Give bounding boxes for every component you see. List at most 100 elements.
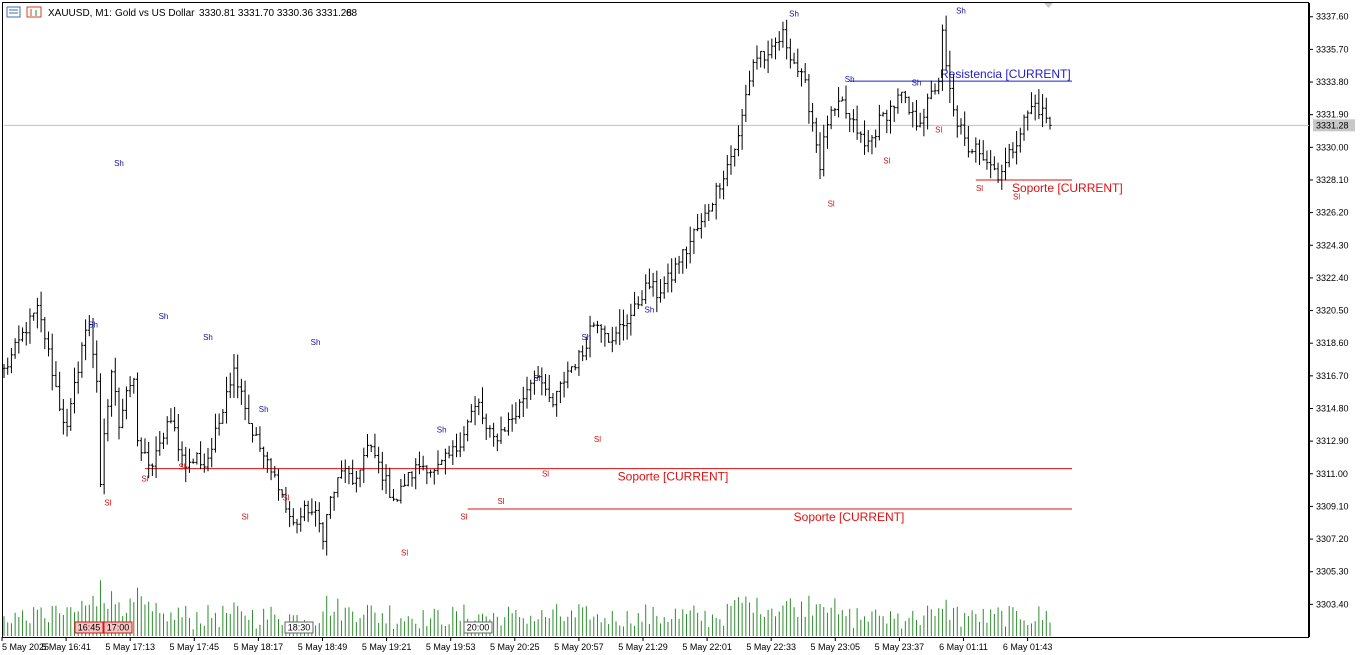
- ohlc-bar: [480, 387, 485, 425]
- ohlc-bar: [862, 120, 867, 155]
- ohlc-bar: [811, 103, 815, 132]
- ohlc-bar: [696, 214, 700, 232]
- ohlc-bar: [577, 350, 581, 376]
- symbol-description: Gold vs US Dollar: [115, 8, 195, 19]
- price-tick-label: 3320.50: [1316, 306, 1349, 316]
- swing-high-marker: Sh: [259, 405, 269, 414]
- time-tag-label: 20:00: [467, 623, 490, 633]
- ohlc-bar: [13, 338, 17, 359]
- swing-low-marker: Sl: [594, 435, 601, 444]
- ohlc-bar: [610, 326, 614, 353]
- bar-chart-icon[interactable]: [26, 6, 42, 18]
- ohlc-bar: [414, 458, 418, 490]
- ohlc-bar: [198, 441, 203, 470]
- ohlc-bar: [217, 413, 221, 436]
- ohlc-bar: [384, 464, 388, 494]
- ohlc-bar: [592, 322, 596, 328]
- ohlc-bar: [822, 124, 826, 177]
- swing-low-marker: Sl: [401, 548, 408, 557]
- ohlc-bar: [870, 135, 874, 155]
- ohlc-bar: [32, 312, 36, 321]
- ohlc-bar: [833, 107, 837, 116]
- ohlc-bar: [718, 183, 722, 199]
- ohlc-bar: [443, 448, 447, 475]
- ohlc-bar: [751, 59, 755, 87]
- ohlc-bar: [566, 361, 570, 389]
- ohlc-bar: [625, 314, 629, 340]
- ohlc-bar: [484, 413, 488, 440]
- time-tag-label: 18:30: [288, 623, 311, 633]
- ohlc-bar: [325, 514, 329, 556]
- ohlc-bar: [603, 325, 607, 347]
- ohlc-bar: [796, 48, 800, 77]
- ohlc-bar: [224, 376, 229, 424]
- ohlc-bar: [295, 518, 299, 534]
- ohlc-bar: [1026, 110, 1030, 131]
- ohlc-bar: [1044, 97, 1048, 124]
- ohlc-bar: [113, 357, 117, 406]
- ohlc-bar: [17, 325, 21, 354]
- time-tick-label: 6 May 01:43: [1003, 642, 1053, 652]
- price-tick-label: 3314.80: [1316, 403, 1349, 413]
- swing-high-marker: Sh: [645, 305, 655, 314]
- ohlc-bar: [328, 496, 333, 519]
- ohlc-bar: [466, 419, 470, 442]
- ohlc-bar: [733, 148, 737, 167]
- ohlc-bar: [262, 446, 266, 469]
- current-price-tag-label: 3331.28: [1316, 120, 1349, 130]
- ohlc-bar: [276, 468, 281, 501]
- ohlc-bar: [462, 426, 466, 452]
- ohlc-bar: [662, 276, 666, 299]
- ohlc-bar: [788, 38, 792, 69]
- price-tick-label: 3326.20: [1316, 208, 1349, 218]
- ohlc-bar: [1007, 143, 1011, 168]
- ohlc-bar: [50, 333, 54, 391]
- ohlc-bar: [473, 396, 477, 426]
- swing-high-marker: Sh: [311, 338, 321, 347]
- ohlc-bar: [673, 257, 677, 283]
- ohlc-bar: [681, 249, 685, 274]
- ohlc-bar: [992, 156, 996, 171]
- ohlc-bar: [488, 425, 492, 438]
- ohlc-bar: [940, 24, 945, 91]
- ohlc-bar: [176, 414, 180, 462]
- ohlc-bar: [24, 322, 28, 346]
- ohlc-bar: [573, 363, 577, 371]
- time-tick-label: 5 May 21:29: [618, 642, 668, 652]
- ohlc-bar: [736, 125, 741, 157]
- chart-window-icon[interactable]: [6, 6, 21, 18]
- ohlc-bar: [343, 459, 347, 483]
- plot-frame: [2, 2, 1309, 638]
- ohlc-bar: [517, 399, 522, 419]
- chart-shift-marker-icon[interactable]: [1044, 3, 1053, 8]
- ohlc-bar: [725, 155, 729, 187]
- ohlc-bar: [187, 448, 192, 473]
- ohlc-bar: [20, 327, 25, 342]
- support-label: Soporte [CURRENT]: [618, 470, 729, 484]
- ohlc-bar: [161, 432, 166, 450]
- ohlc-bar: [358, 469, 362, 488]
- ohlc-bar: [670, 258, 674, 293]
- resistance-label: Resistencia [CURRENT]: [940, 67, 1071, 81]
- ohlc-bar: [388, 467, 392, 498]
- ohlc-bar: [369, 444, 373, 453]
- time-tag-label: 17:00: [107, 623, 130, 633]
- ohlc-bar: [844, 85, 848, 119]
- ohlc-bar: [313, 501, 318, 527]
- price-tick-label: 3312.90: [1316, 436, 1349, 446]
- ohlc-bar: [410, 471, 414, 487]
- swing-low-marker: Sl: [1013, 193, 1020, 202]
- ohlc-bar: [191, 458, 195, 464]
- ohlc-bar: [888, 100, 893, 134]
- ohlc-bar: [966, 125, 970, 158]
- ohlc-bar: [614, 326, 618, 345]
- ohlc-bar: [514, 402, 518, 424]
- ohlc-bar: [848, 112, 852, 133]
- ohlc-bar: [529, 379, 533, 400]
- ohlc-bar: [213, 413, 218, 453]
- symbol-label: XAUUSD, M1:: [48, 8, 112, 19]
- ohlc-bar: [421, 455, 425, 471]
- ohlc-bar: [666, 263, 670, 293]
- ohlc-bar: [1015, 130, 1019, 165]
